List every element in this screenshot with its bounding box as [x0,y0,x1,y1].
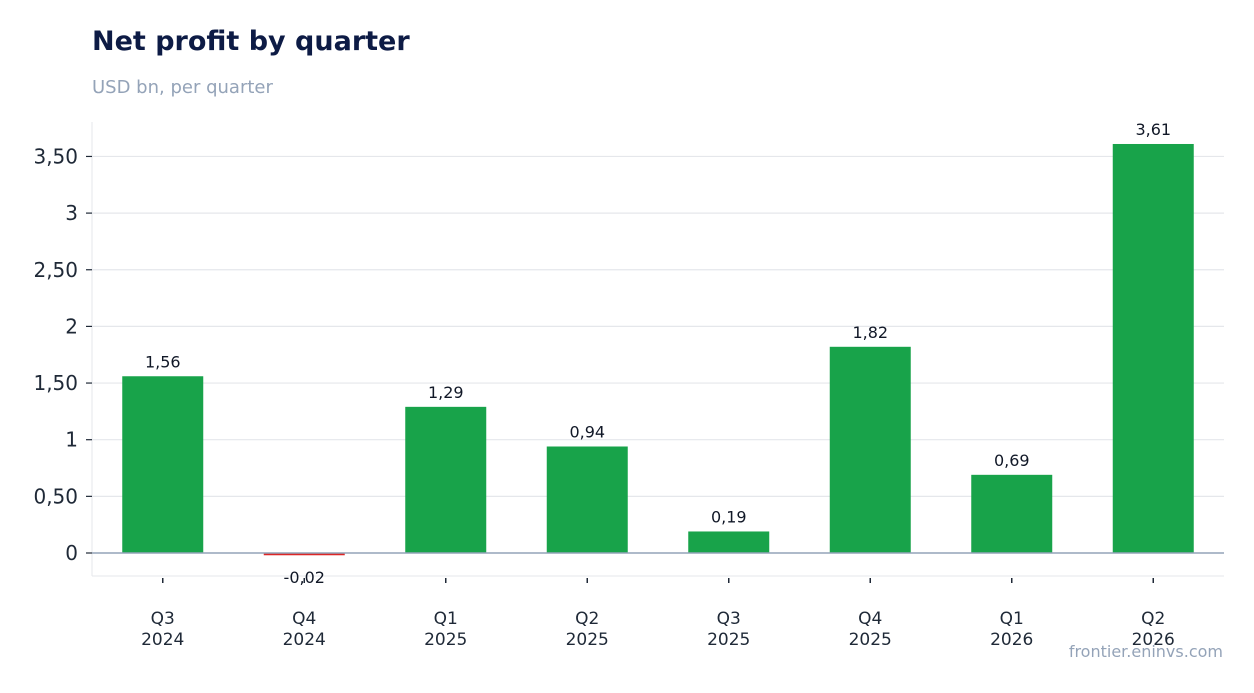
bar [971,474,1053,553]
x-tick-label: Q1 2026 [990,609,1033,650]
x-tick-label: Q3 2025 [707,609,750,650]
bar [263,553,345,556]
data-label: 0,69 [994,451,1030,470]
data-label: 3,61 [1135,120,1171,139]
x-tick-label: Q4 2025 [849,609,892,650]
bar [405,406,487,553]
source-credit: frontier.eninvs.com [1068,642,1223,661]
data-label: -0,02 [284,568,325,587]
bar [688,531,770,553]
y-tick-label: 2 [65,314,78,338]
y-tick-label: 0 [65,541,78,565]
data-label: 0,94 [569,422,605,441]
x-tick-label: Q3 2024 [141,609,184,650]
y-tick-label: 2,50 [33,258,78,282]
y-tick-label: 3,50 [33,144,78,168]
data-label: 1,56 [145,352,181,371]
bar [122,376,204,553]
chart-title: Net profit by quarter [92,26,410,57]
y-tick-label: 0,50 [33,484,78,508]
bar [829,346,911,553]
bar [1112,143,1194,553]
x-tick-label: Q4 2024 [283,609,326,650]
x-tick-label: Q2 2025 [566,609,609,650]
x-tick-label: Q1 2025 [424,609,467,650]
x-tick-label: Q2 2026 [1132,609,1175,650]
bar [546,446,628,553]
y-tick-label: 3 [65,201,78,225]
y-tick-label: 1 [65,428,78,452]
data-label: 1,82 [852,323,888,342]
data-label: 0,19 [711,507,747,526]
chart-subtitle: USD bn, per quarter [92,77,273,98]
y-tick-label: 1,50 [33,371,78,395]
data-label: 1,29 [428,383,464,402]
